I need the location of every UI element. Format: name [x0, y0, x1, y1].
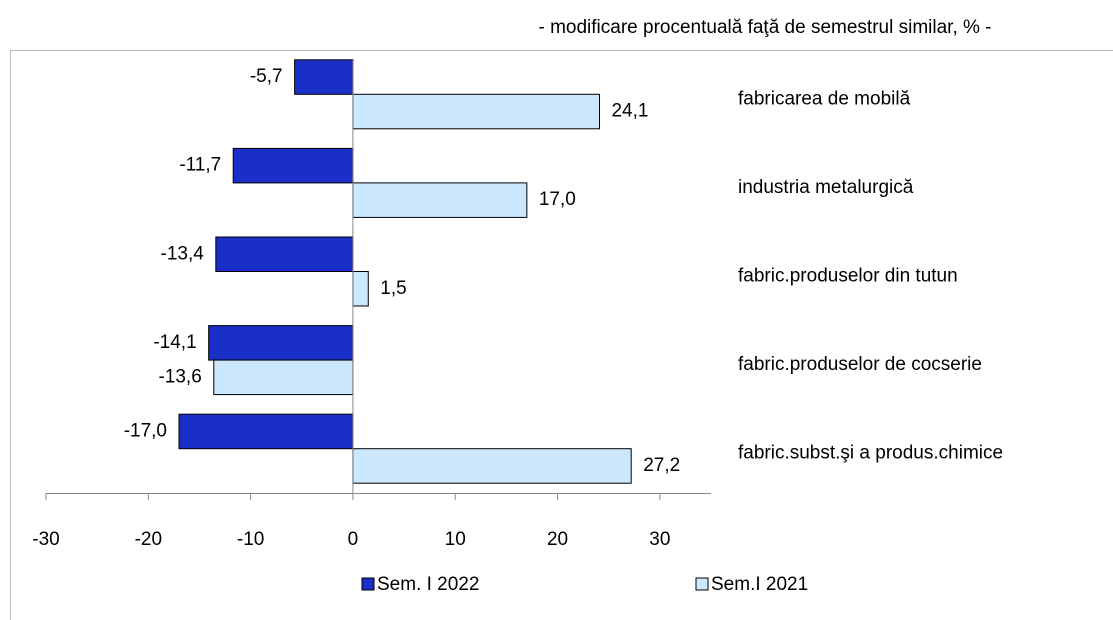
bar [352, 448, 632, 484]
legend-swatch [695, 577, 709, 591]
bar [352, 93, 600, 130]
chart-subtitle: - modificare procentuală faţă de semestr… [538, 17, 991, 38]
bar [232, 147, 354, 184]
data-label: 17,0 [539, 189, 576, 210]
data-label: -13,4 [161, 243, 205, 264]
bar [215, 236, 354, 272]
bar [213, 359, 354, 396]
data-label: -13,6 [158, 366, 201, 387]
legend-swatch [361, 577, 375, 591]
category-label: fabric.produselor de cocserie [738, 354, 982, 375]
category-label: fabricarea de mobilă [738, 88, 911, 109]
x-tick-label: 20 [547, 529, 568, 550]
data-label: -11,7 [179, 155, 221, 176]
data-label: 24,1 [611, 101, 648, 122]
bar [352, 271, 369, 307]
data-label: 27,2 [643, 455, 680, 476]
category-label: industria metalurgică [738, 177, 914, 198]
bar [352, 182, 528, 218]
bar [294, 59, 354, 95]
legend-label: Sem. I 2022 [377, 574, 479, 595]
x-tick-label: -10 [237, 529, 264, 550]
category-label: fabric.subst.şi a produs.chimice [738, 443, 1003, 464]
x-tick-label: 30 [649, 529, 670, 550]
bar [208, 325, 354, 361]
data-label: 1,5 [380, 278, 406, 299]
x-tick-label: -30 [32, 529, 59, 550]
legend-label: Sem.I 2021 [711, 574, 808, 595]
x-tick-label: 10 [445, 529, 466, 550]
data-label: -14,1 [153, 332, 196, 353]
data-label: -5,7 [250, 66, 283, 87]
x-tick-label: 0 [348, 529, 359, 550]
category-label: fabric.produselor din tutun [738, 266, 958, 287]
data-label: -17,0 [124, 420, 167, 441]
x-tick-label: -20 [135, 529, 162, 550]
bar [178, 413, 354, 450]
